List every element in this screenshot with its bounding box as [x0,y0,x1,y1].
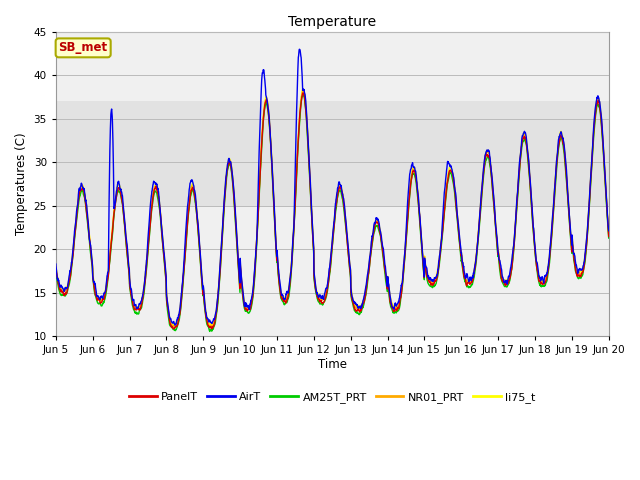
Text: SB_met: SB_met [59,41,108,54]
Bar [56,101,609,205]
Y-axis label: Temperatures (C): Temperatures (C) [15,132,28,235]
X-axis label: Time: Time [318,358,347,371]
Legend: PanelT, AirT, AM25T_PRT, NR01_PRT, li75_t: PanelT, AirT, AM25T_PRT, NR01_PRT, li75_… [125,387,540,407]
Title: Temperature: Temperature [288,15,376,29]
